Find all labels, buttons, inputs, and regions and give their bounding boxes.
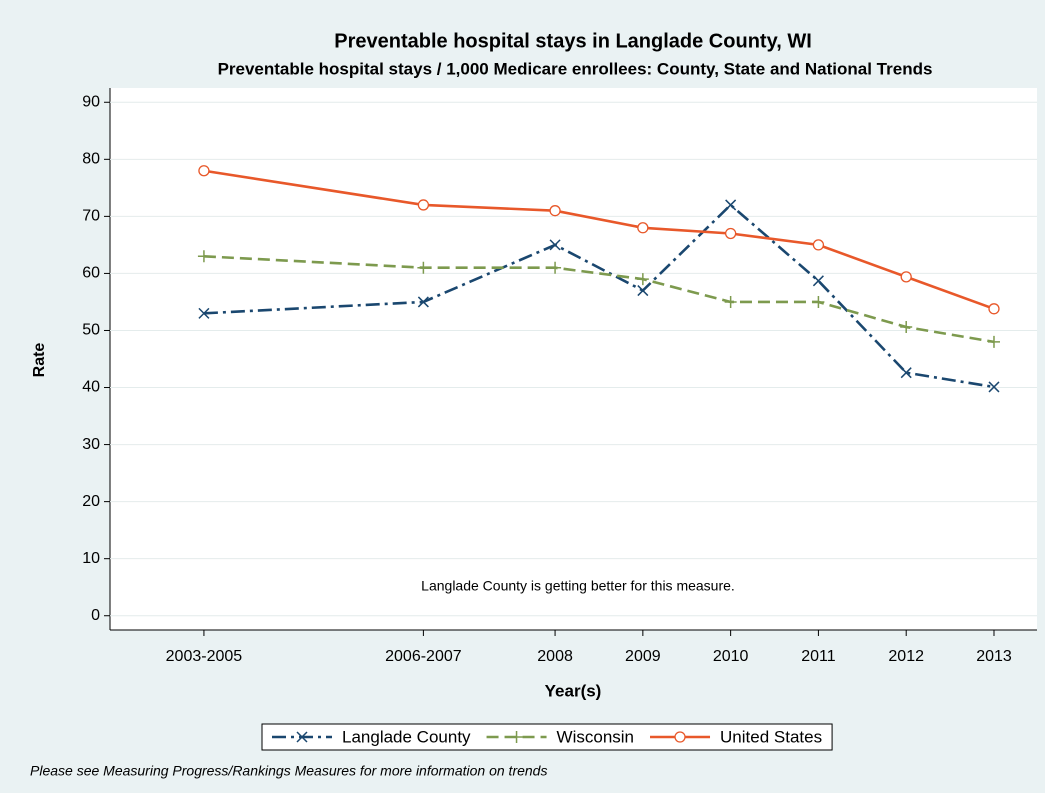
series-line — [203, 255, 995, 344]
legend-label: United States — [720, 727, 822, 746]
legend-label: Langlade County — [342, 727, 471, 746]
point — [197, 250, 210, 263]
point — [549, 261, 562, 274]
series-line — [203, 169, 995, 311]
point — [725, 199, 737, 211]
legend: Langlade County Wisconsin United States — [261, 723, 833, 751]
point — [812, 295, 825, 308]
footnote: Please see Measuring Progress/Rankings M… — [30, 763, 547, 779]
chart-title: Preventable hospital stays in Langlade C… — [334, 30, 812, 52]
point — [417, 261, 430, 274]
point — [900, 321, 913, 334]
y-tick-label: 40 — [82, 379, 100, 396]
y-tick-label: 20 — [82, 493, 100, 510]
x-tick-label: 2012 — [888, 648, 924, 665]
y-tick-label: 60 — [82, 265, 100, 282]
point — [724, 295, 737, 308]
point — [417, 199, 430, 211]
point — [988, 303, 1000, 315]
point — [812, 275, 824, 287]
point — [417, 296, 429, 308]
y-tick-label: 90 — [82, 93, 100, 110]
legend-marker — [674, 731, 686, 743]
x-tick-label: 2009 — [625, 648, 661, 665]
x-tick-label: 2013 — [976, 648, 1012, 665]
legend-label: Wisconsin — [557, 727, 634, 746]
point — [637, 222, 649, 234]
y-tick-label: 30 — [82, 436, 100, 453]
point — [549, 239, 561, 251]
legend-marker — [510, 731, 523, 743]
chart-subtitle: Preventable hospital stays / 1,000 Medic… — [218, 59, 933, 78]
point — [900, 367, 912, 379]
point — [987, 335, 1000, 348]
plot-area — [110, 88, 1037, 630]
x-tick-label: 2011 — [801, 648, 836, 665]
point — [988, 381, 1000, 393]
x-tick-label: 2010 — [713, 648, 749, 665]
x-tick-label: 2003-2005 — [166, 648, 243, 665]
y-tick-label: 70 — [82, 208, 100, 225]
y-tick-label: 80 — [82, 151, 100, 168]
series-line — [203, 203, 995, 389]
x-tick-label: 2008 — [537, 648, 573, 665]
annotation: Langlade County is getting better for th… — [421, 578, 735, 594]
point — [637, 285, 649, 297]
y-tick-label: 50 — [82, 322, 100, 339]
y-tick-label: 0 — [91, 607, 100, 624]
point — [198, 165, 210, 177]
point — [636, 273, 649, 286]
point — [900, 271, 912, 283]
y-tick-label: 10 — [82, 550, 100, 567]
point — [198, 307, 210, 319]
legend-marker — [296, 731, 308, 743]
point — [549, 205, 561, 217]
x-axis-label: Year(s) — [545, 681, 602, 700]
legend-box — [261, 723, 833, 751]
point — [812, 239, 825, 251]
y-axis-label: Rate — [31, 343, 48, 378]
x-tick-label: 2006-2007 — [385, 648, 462, 665]
point — [724, 227, 737, 240]
